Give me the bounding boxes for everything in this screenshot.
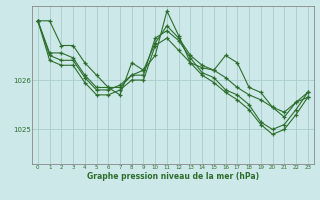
X-axis label: Graphe pression niveau de la mer (hPa): Graphe pression niveau de la mer (hPa) bbox=[87, 172, 259, 181]
